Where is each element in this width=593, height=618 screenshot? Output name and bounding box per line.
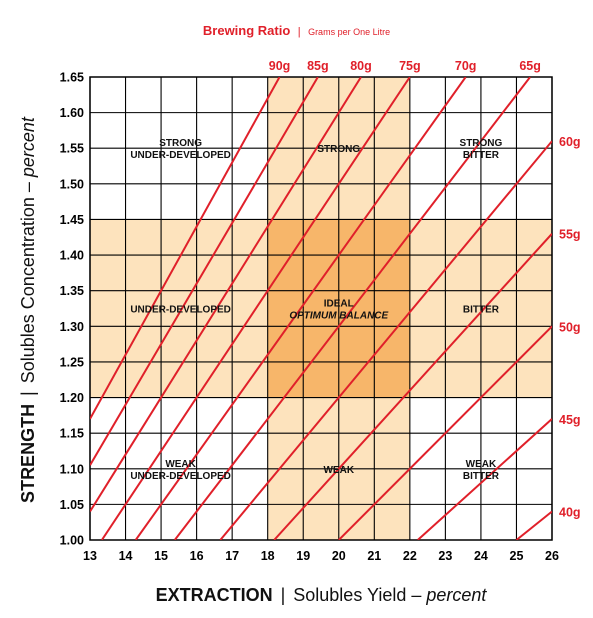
ratio-line-label: 70g xyxy=(455,59,477,73)
chart-title: Brewing Ratio | Grams per One Litre xyxy=(0,22,593,40)
chart-subtitle: Grams per One Litre xyxy=(308,27,391,37)
x-tick-label: 13 xyxy=(83,549,97,563)
x-tick-label: 17 xyxy=(225,549,239,563)
x-axis-label-text: Solubles Yield – xyxy=(293,585,426,605)
ratio-line-label: 60g xyxy=(559,135,581,149)
y-axis-label-separator: | xyxy=(18,391,38,396)
y-axis-label: STRENGTH | Solubles Concentration – percen… xyxy=(18,116,38,503)
y-axis-label-text: Solubles Concentration – xyxy=(18,177,38,383)
region-label: WEAK xyxy=(165,459,196,470)
ratio-line xyxy=(173,77,531,540)
region-label: BITTER xyxy=(463,150,500,161)
region-label: WEAK xyxy=(466,459,497,470)
y-axis-label-italic: percent xyxy=(18,116,38,178)
ratio-line xyxy=(219,140,552,540)
x-axis-label-bold: EXTRACTION xyxy=(156,585,273,605)
ratio-line-label: 90g xyxy=(269,59,291,73)
ratio-line xyxy=(90,77,362,513)
ratio-line-label: 75g xyxy=(399,59,421,73)
ratio-line xyxy=(134,77,467,540)
y-tick-label: 1.45 xyxy=(60,213,84,227)
ratio-line xyxy=(417,418,552,540)
x-tick-label: 15 xyxy=(154,549,168,563)
y-tick-label: 1.00 xyxy=(60,534,84,548)
y-tick-label: 1.65 xyxy=(60,71,84,85)
y-tick-label: 1.50 xyxy=(60,177,84,191)
plot-border xyxy=(89,76,553,541)
region-label: OPTIMUM BALANCE xyxy=(289,311,388,322)
y-tick-label: 1.10 xyxy=(60,462,84,476)
ratio-line-label: 45g xyxy=(559,413,581,427)
x-tick-label: 21 xyxy=(367,549,381,563)
labels-layer: 13 14 15 16 17 18 19 20 21 22 23 24 25 26 1.00 1.05 1.10… xyxy=(18,59,581,605)
x-axis-label-separator: | xyxy=(281,585,286,605)
x-tick-label: 26 xyxy=(545,549,559,563)
ratio-line xyxy=(338,325,552,540)
grid-layer xyxy=(89,76,553,541)
ratio-line-label: 80g xyxy=(350,59,372,73)
region-label: STRONG xyxy=(460,138,503,149)
x-tick-label: 18 xyxy=(261,549,275,563)
ratio-line-label: 50g xyxy=(559,320,581,334)
chart-title-main: Brewing Ratio xyxy=(202,23,291,38)
y-tick-label: 1.25 xyxy=(60,355,84,369)
x-axis-label: EXTRACTION | Solubles Yield – percent xyxy=(156,585,488,605)
x-tick-label: 19 xyxy=(296,549,310,563)
chart-title-separator: | xyxy=(297,26,301,38)
x-tick-label: 14 xyxy=(119,549,133,563)
x-tick-label: 23 xyxy=(438,549,452,563)
x-tick-label: 22 xyxy=(403,549,417,563)
y-tick-label: 1.40 xyxy=(60,249,84,263)
x-tick-label: 24 xyxy=(474,549,488,563)
ratio-line-label: 55g xyxy=(559,228,581,242)
x-tick-label: 25 xyxy=(510,549,524,563)
region-label: BITTER xyxy=(463,471,500,482)
ratio-line-label: 40g xyxy=(559,506,581,520)
y-tick-label: 1.05 xyxy=(60,498,84,512)
region-label: WEAK xyxy=(323,465,354,476)
region-label: UNDER-DEVELOPED xyxy=(130,471,231,482)
ratio-line-label: 85g xyxy=(307,59,329,73)
region-label: IDEAL xyxy=(324,299,354,310)
region-label: UNDER-DEVELOPED xyxy=(130,305,231,316)
ratio-line xyxy=(90,77,319,466)
region-label: UNDER-DEVELOPED xyxy=(130,150,231,161)
y-tick-label: 1.55 xyxy=(60,142,84,156)
y-tick-label: 1.15 xyxy=(60,427,84,441)
x-tick-label: 16 xyxy=(190,549,204,563)
ratio-line xyxy=(90,77,281,420)
y-tick-label: 1.60 xyxy=(60,106,84,120)
ratio-line-label: 65g xyxy=(519,59,541,73)
ratio-line xyxy=(273,233,552,540)
region-label: STRONG xyxy=(317,144,360,155)
region-label: BITTER xyxy=(463,305,500,316)
region-label: STRONG xyxy=(159,138,202,149)
y-tick-label: 1.20 xyxy=(60,391,84,405)
ratio-line xyxy=(515,510,552,540)
ratio-line xyxy=(101,77,411,540)
x-tick-label: 20 xyxy=(332,549,346,563)
y-axis-label-bold: STRENGTH xyxy=(18,404,38,503)
ratio-lines-layer xyxy=(90,77,552,540)
y-tick-label: 1.30 xyxy=(60,320,84,334)
x-axis-label-italic: percent xyxy=(425,585,487,605)
y-tick-label: 1.35 xyxy=(60,284,84,298)
